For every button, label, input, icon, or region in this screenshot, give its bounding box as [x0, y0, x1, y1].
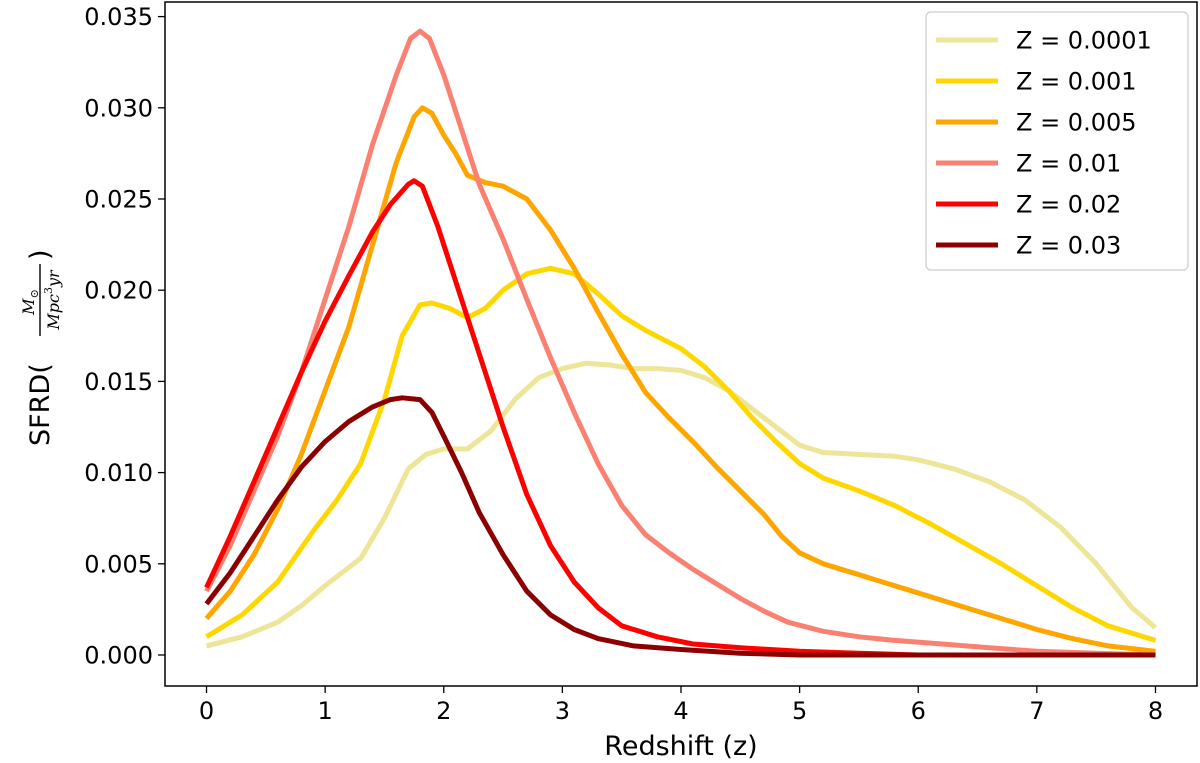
y-tick-label: 0.030 — [84, 94, 153, 122]
series-line-0 — [205, 360, 1158, 649]
y-axis-label-numerator-main: M — [19, 298, 38, 316]
x-tick-label: 7 — [1029, 697, 1044, 725]
y-axis-label-suffix: ) — [25, 249, 56, 260]
series-line-1 — [205, 265, 1157, 643]
x-axis-label: Redshift (z) — [604, 731, 757, 762]
legend-label-4: Z = 0.02 — [1016, 191, 1121, 219]
legend-label-2: Z = 0.005 — [1016, 109, 1137, 137]
y-tick-label: 0.035 — [84, 3, 153, 31]
x-tick-label: 5 — [792, 697, 807, 725]
y-tick-label: 0.010 — [84, 459, 153, 487]
legend: Z = 0.0001 Z = 0.001 Z = 0.005 Z = 0.01 Z = … — [925, 11, 1189, 271]
x-tick-label: 0 — [199, 697, 214, 725]
y-tick-label: 0.020 — [84, 277, 153, 305]
y-axis-label-denominator-suffix: yr — [44, 269, 63, 288]
x-tick-label: 3 — [555, 697, 570, 725]
y-tick-label: 0.015 — [84, 368, 153, 396]
x-tick-label: 2 — [436, 697, 451, 725]
y-axis-label-denominator-sup: 3 — [42, 287, 55, 294]
series-line-2 — [204, 105, 1156, 654]
series-line-4 — [204, 178, 1156, 658]
legend-items: Z = 0.0001 Z = 0.001 Z = 0.005 Z = 0.01 Z = … — [936, 27, 1152, 260]
y-axis-label-denominator: Mpc3yr — [42, 269, 63, 331]
legend-label-0: Z = 0.0001 — [1016, 27, 1152, 55]
y-axis-label-prefix: SFRD( — [25, 363, 56, 446]
y-tick-label: 0.025 — [84, 185, 153, 213]
series-line-3 — [204, 28, 1156, 658]
series-line-5 — [204, 395, 1156, 658]
legend-label-3: Z = 0.01 — [1016, 150, 1121, 178]
x-axis-ticks: 0 1 2 3 4 5 6 7 8 — [199, 686, 1163, 725]
x-tick-label: 4 — [673, 697, 688, 725]
series-layer — [204, 28, 1158, 658]
y-tick-label: 0.005 — [84, 550, 153, 578]
y-axis-ticks: 0.000 0.005 0.010 0.015 0.020 0.025 0.030 0.035 — [84, 3, 165, 669]
x-tick-label: 6 — [911, 697, 926, 725]
x-tick-label: 1 — [317, 697, 332, 725]
legend-label-5: Z = 0.03 — [1016, 232, 1121, 260]
y-axis-label-numerator-sub: ⊙ — [28, 289, 41, 298]
y-axis-label-denominator-main: Mpc — [44, 294, 63, 331]
y-tick-label: 0.000 — [84, 641, 153, 669]
x-tick-label: 8 — [1148, 697, 1163, 725]
legend-label-1: Z = 0.001 — [1016, 68, 1137, 96]
y-axis-label-numerator: M⊙ — [19, 289, 41, 316]
y-axis-label: SFRD( M⊙ Mpc3yr ) — [19, 249, 63, 446]
